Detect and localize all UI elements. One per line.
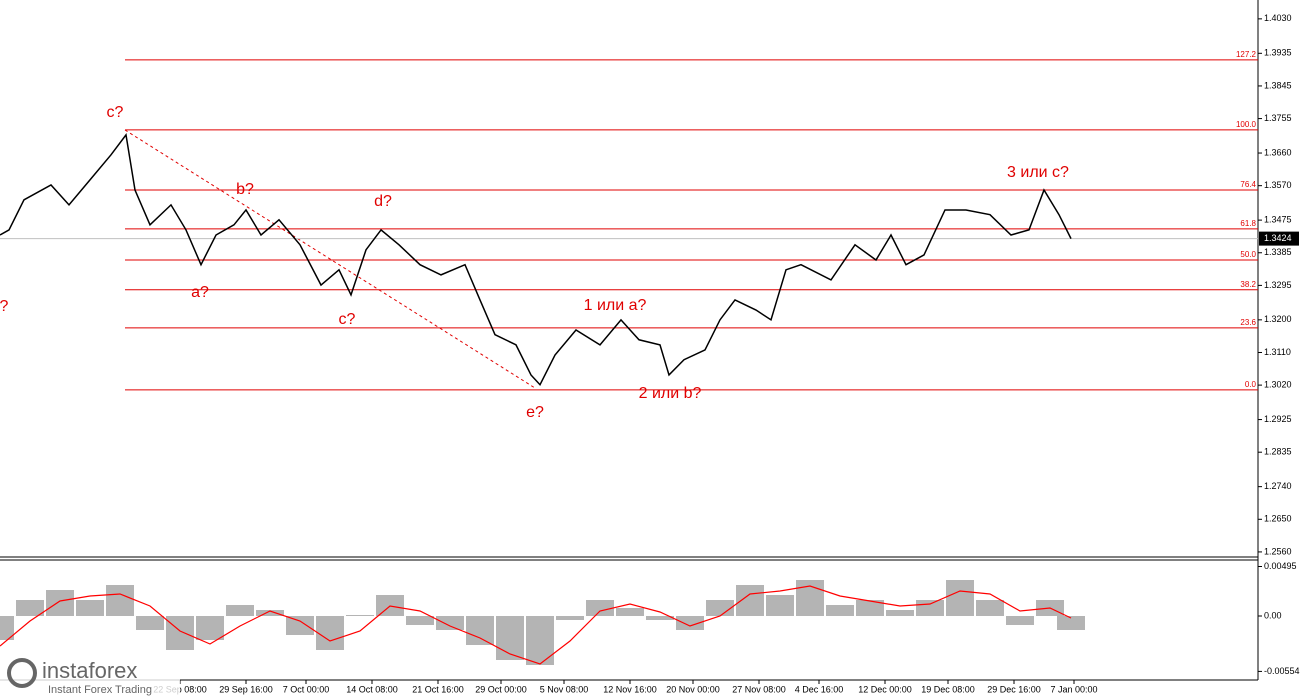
histogram-bar [706, 600, 734, 616]
y-tick-label: 1.2835 [1264, 447, 1292, 457]
histogram-bar [946, 580, 974, 616]
histogram-bar [586, 600, 614, 616]
histogram-bar [556, 616, 584, 620]
y-tick-label: 1.2560 [1264, 546, 1292, 556]
x-tick-label: 20 Nov 00:00 [666, 684, 720, 694]
y-tick-label: 1.3475 [1264, 214, 1292, 224]
x-tick-label: 12 Nov 16:00 [603, 684, 657, 694]
x-tick-label: 19 Dec 08:00 [921, 684, 975, 694]
y-tick-label: 1.3845 [1264, 80, 1292, 90]
histogram-bar [256, 610, 284, 616]
histogram-bar [226, 605, 254, 616]
wave-label: b? [236, 181, 254, 198]
histogram-bar [646, 616, 674, 620]
histogram-bar [916, 600, 944, 616]
x-tick-label: 27 Nov 08:00 [732, 684, 786, 694]
y-tick-label: 1.3020 [1264, 379, 1292, 389]
logo-name: instaforex [42, 658, 137, 683]
last-price-label: 1.3424 [1264, 233, 1292, 243]
logo-icon [7, 658, 37, 688]
histogram-bar [346, 615, 374, 616]
x-tick-label: 12 Dec 00:00 [858, 684, 912, 694]
histogram-bar [526, 616, 554, 665]
wave-label: c? [339, 311, 356, 328]
fib-label: 100.0 [1236, 120, 1257, 129]
x-tick-label: 5 Nov 08:00 [540, 684, 589, 694]
x-tick-label: 7 Jan 00:00 [1050, 684, 1097, 694]
histogram-bar [466, 616, 494, 645]
histogram-bar [676, 616, 704, 630]
last-price-box [1259, 231, 1299, 246]
y-tick-label: 0.00 [1264, 610, 1282, 620]
fib-label: 38.2 [1240, 280, 1256, 289]
y-tick-label: 1.3295 [1264, 280, 1292, 290]
histogram-bar [766, 595, 794, 616]
y-tick-label: 1.4030 [1264, 13, 1292, 23]
x-tick-label: 14 Oct 08:00 [346, 684, 398, 694]
histogram-bar [496, 616, 524, 660]
y-tick-label: 1.3660 [1264, 147, 1292, 157]
fib-label: 0.0 [1245, 380, 1257, 389]
x-tick-label: 29 Oct 00:00 [475, 684, 527, 694]
histogram-bar [976, 600, 1004, 616]
y-tick-label: 1.3935 [1264, 48, 1292, 58]
fib-label: 127.2 [1236, 50, 1257, 59]
histogram-bar [0, 616, 14, 640]
wave-label: 2 или b? [639, 385, 702, 402]
wave-label: a? [191, 284, 209, 301]
histogram-bar [136, 616, 164, 630]
histogram-bar [286, 616, 314, 635]
histogram-bar [316, 616, 344, 650]
x-tick-label: 29 Sep 16:00 [219, 684, 273, 694]
y-tick-label: 0.00495 [1264, 561, 1297, 571]
histogram-bar [886, 610, 914, 616]
histogram-bar [76, 600, 104, 616]
y-tick-label: 1.2740 [1264, 481, 1292, 491]
wave-label: 3 или c? [1007, 164, 1069, 181]
histogram-bar [16, 600, 44, 616]
histogram-bar [166, 616, 194, 650]
histogram-bar [406, 616, 434, 625]
histogram-bar [856, 600, 884, 616]
x-tick-label: 21 Oct 16:00 [412, 684, 464, 694]
trend-line [124, 129, 536, 389]
y-tick-label: 1.2925 [1264, 414, 1292, 424]
y-tick-label: 1.3385 [1264, 247, 1292, 257]
x-tick-label: 4 Dec 16:00 [795, 684, 844, 694]
histogram-bar [46, 590, 74, 616]
y-tick-label: 1.3570 [1264, 180, 1292, 190]
histogram-bar [1057, 616, 1085, 630]
price-line [0, 133, 1072, 387]
histogram-bar [616, 608, 644, 616]
y-tick-label: 1.3200 [1264, 314, 1292, 324]
x-tick-label: 29 Dec 16:00 [987, 684, 1041, 694]
histogram-bar [106, 585, 134, 616]
y-tick-label: 1.3110 [1264, 347, 1291, 357]
y-tick-label: 1.3755 [1264, 113, 1292, 123]
wave-label: 1 или a? [584, 297, 647, 314]
histogram-bar [196, 616, 224, 640]
y-tick-label: 1.2650 [1264, 514, 1292, 524]
logo: instaforex Instant Forex Trading [0, 655, 180, 700]
fib-label: 23.6 [1240, 318, 1256, 327]
signal-line [0, 585, 1072, 665]
histogram-bar [436, 616, 464, 630]
fib-label: 61.8 [1240, 219, 1256, 228]
wave-label: c? [107, 104, 124, 121]
wave-label: e? [526, 404, 544, 421]
x-tick-label: 7 Oct 00:00 [283, 684, 330, 694]
histogram-bar [826, 605, 854, 616]
y-tick-label: -0.00554 [1264, 666, 1300, 676]
fib-label: 50.0 [1240, 250, 1256, 259]
fib-label: 76.4 [1240, 180, 1256, 189]
wave-label: d? [374, 193, 392, 210]
logo-tagline: Instant Forex Trading [48, 684, 152, 696]
wave-label: ? [0, 298, 9, 315]
histogram-bar [1006, 616, 1034, 625]
